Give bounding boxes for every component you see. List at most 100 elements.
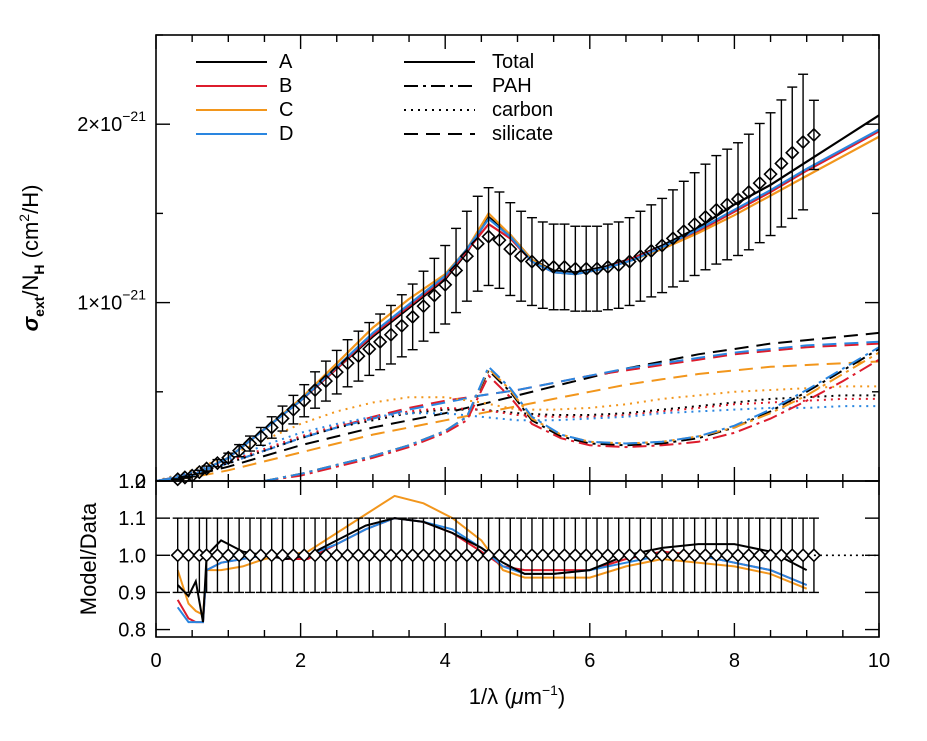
y-tick-label: 1×10−21 bbox=[77, 287, 146, 315]
observed-point bbox=[622, 216, 637, 307]
diamond-marker bbox=[720, 197, 735, 212]
diamond-marker bbox=[687, 216, 702, 232]
ratio-observed-point bbox=[181, 517, 196, 594]
ratio-observed-point bbox=[340, 517, 355, 594]
ratio-diamond-marker bbox=[654, 548, 670, 563]
ratio-diamond-marker bbox=[242, 548, 258, 563]
diamond-marker bbox=[633, 249, 648, 264]
diamond-marker bbox=[741, 184, 756, 200]
observed-point bbox=[438, 244, 453, 325]
ratio-diamond-marker bbox=[730, 548, 746, 563]
ratio-diamond-marker bbox=[362, 548, 377, 563]
ratio-observed-point bbox=[286, 517, 301, 594]
diamond-marker bbox=[199, 461, 214, 476]
ratio-diamond-marker bbox=[286, 548, 301, 563]
series-c-silicate bbox=[156, 360, 879, 481]
series-d-carbon bbox=[156, 405, 879, 481]
diamond-marker bbox=[221, 450, 236, 465]
ylabel-rest2: /H) bbox=[18, 185, 43, 214]
ratio-diamond-marker bbox=[503, 548, 518, 563]
observed-point bbox=[535, 221, 550, 310]
ratio-observed-point bbox=[524, 517, 540, 594]
diamond-marker bbox=[394, 318, 409, 333]
legend-label-d: D bbox=[279, 123, 293, 145]
ratio-observed-point bbox=[448, 517, 464, 594]
ratio-diamond-marker bbox=[752, 548, 767, 563]
ratio-observed-point bbox=[232, 517, 247, 594]
ratio-y-axis-label: Model/Data bbox=[76, 502, 101, 615]
observed-point bbox=[307, 371, 323, 409]
ratio-y-tick-label: 1.2 bbox=[118, 471, 146, 493]
x-axis-label: 1/λ (μm−1) bbox=[469, 682, 565, 709]
diamond-marker bbox=[448, 263, 464, 278]
diamond-marker bbox=[557, 259, 572, 275]
ratio-observed-point bbox=[481, 517, 496, 594]
ratio-observed-point bbox=[741, 517, 756, 594]
ratio-observed-point bbox=[438, 517, 453, 594]
legend-label-a: A bbox=[279, 51, 293, 73]
ratio-observed-point bbox=[459, 517, 475, 594]
observed-point bbox=[557, 223, 572, 311]
legend-label-total: Total bbox=[492, 51, 534, 73]
ratio-diamond-marker bbox=[329, 548, 344, 563]
main-observations-group bbox=[170, 73, 822, 487]
observed-point bbox=[611, 221, 626, 310]
ratio-observed-point bbox=[687, 517, 702, 594]
legend-label-pah: PAH bbox=[492, 75, 532, 97]
ratio-observed-point bbox=[351, 517, 366, 594]
ratio-observed-point bbox=[170, 517, 185, 594]
ratio-diamond-marker bbox=[481, 548, 496, 563]
observed-point bbox=[687, 172, 702, 277]
diamond-marker bbox=[405, 309, 420, 325]
x-tick-label: 10 bbox=[868, 650, 890, 672]
ratio-observed-point bbox=[568, 517, 583, 594]
ratio-observed-point bbox=[752, 517, 767, 594]
ratio-observed-point bbox=[622, 517, 637, 594]
diamond-marker bbox=[698, 209, 713, 225]
observed-point bbox=[741, 133, 756, 251]
observed-point bbox=[698, 163, 713, 271]
diamond-marker bbox=[340, 356, 355, 371]
observed-point bbox=[242, 435, 258, 452]
ratio-observed-point bbox=[557, 517, 572, 594]
observed-point bbox=[318, 360, 334, 402]
ratio-diamond-marker bbox=[546, 548, 561, 563]
observed-point bbox=[405, 283, 420, 351]
ratio-diamond-marker bbox=[199, 548, 214, 563]
ratio-observed-point bbox=[503, 517, 518, 594]
observed-point bbox=[806, 99, 822, 171]
ratio-diamond-marker bbox=[785, 548, 800, 563]
ratio-x-tick-labels: 0 2 4 6 8 10 bbox=[150, 650, 890, 672]
diamond-marker bbox=[297, 393, 312, 408]
ratio-diamond-marker bbox=[232, 548, 247, 563]
observed-point bbox=[394, 294, 409, 358]
diamond-marker bbox=[644, 243, 659, 258]
legend-label-b: B bbox=[279, 75, 292, 97]
ratio-diamond-marker bbox=[665, 548, 681, 563]
observed-point bbox=[546, 223, 561, 311]
xlabel-sup: −1 bbox=[542, 682, 558, 698]
ratio-diamond-marker bbox=[611, 548, 626, 563]
diamond-marker bbox=[318, 373, 334, 389]
ratio-diamond-marker bbox=[427, 548, 442, 563]
diamond-marker bbox=[242, 436, 258, 451]
ylabel-sub-h: H bbox=[31, 264, 47, 274]
diamond-marker bbox=[192, 464, 207, 480]
observed-point bbox=[297, 383, 312, 418]
diamond-marker bbox=[546, 259, 561, 275]
y-tick-label: 0 bbox=[135, 471, 146, 493]
ratio-observed-point bbox=[774, 517, 789, 594]
observed-point bbox=[459, 210, 475, 302]
observed-point bbox=[568, 225, 583, 312]
diamond-marker bbox=[654, 238, 670, 253]
x-tick-label: 6 bbox=[584, 650, 595, 672]
observed-point bbox=[730, 142, 746, 257]
ratio-observed-point bbox=[589, 517, 605, 594]
diamond-marker bbox=[438, 277, 453, 292]
diamond-marker bbox=[785, 145, 800, 160]
ratio-diamond-marker bbox=[275, 548, 290, 563]
ratio-diamond-marker bbox=[405, 548, 420, 563]
diamond-marker bbox=[177, 470, 193, 485]
